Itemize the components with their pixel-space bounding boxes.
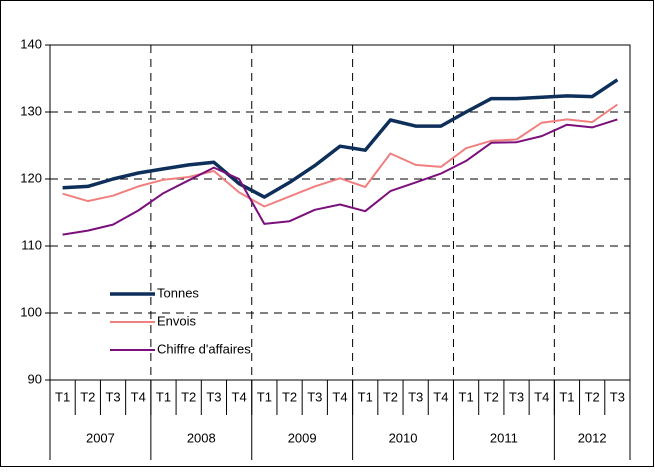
year-label: 2007: [86, 430, 115, 445]
y-tick-label: 130: [20, 103, 42, 118]
x-tick-label: T4: [433, 389, 448, 404]
x-tick-label: T4: [332, 389, 347, 404]
legend-label: Envois: [157, 313, 197, 328]
x-tick-label: T2: [181, 389, 196, 404]
x-tick-label: T1: [55, 389, 70, 404]
y-tick-label: 120: [20, 170, 42, 185]
x-tick-label: T1: [156, 389, 171, 404]
y-tick-label: 90: [28, 371, 42, 386]
x-tick-label: T3: [610, 389, 625, 404]
x-tick-label: T3: [509, 389, 524, 404]
year-label: 2011: [490, 430, 518, 445]
x-tick-label: T3: [105, 389, 120, 404]
x-tick-label: T2: [80, 389, 95, 404]
series-line: [62, 118, 618, 236]
legend-label: Chiffre d'affaires: [157, 341, 251, 356]
x-tick-label: T1: [358, 389, 373, 404]
year-label: 2009: [288, 430, 317, 445]
x-tick-label: T4: [534, 389, 549, 404]
y-tick-label: 140: [20, 36, 42, 51]
y-tick-label: 110: [21, 237, 42, 252]
year-label: 2012: [578, 430, 607, 445]
x-tick-label: T3: [307, 389, 322, 404]
plot-area: [49, 44, 631, 381]
x-tick-label: T1: [459, 389, 474, 404]
series-line: [62, 78, 619, 199]
series-line: [62, 103, 618, 208]
x-tick-label: T2: [282, 389, 297, 404]
x-tick-label: T3: [206, 389, 221, 404]
year-label: 2010: [389, 430, 418, 445]
y-tick-label: 100: [20, 304, 42, 319]
x-tick-label: T3: [408, 389, 423, 404]
x-tick-label: T4: [131, 389, 146, 404]
x-tick-label: T1: [257, 389, 272, 404]
x-tick-label: T1: [559, 389, 574, 404]
x-tick-label: T2: [383, 389, 398, 404]
x-tick-label: T4: [232, 389, 247, 404]
x-tick-label: T2: [484, 389, 499, 404]
legend-label: Tonnes: [157, 285, 199, 300]
x-tick-label: T2: [585, 389, 600, 404]
year-label: 2008: [187, 430, 216, 445]
